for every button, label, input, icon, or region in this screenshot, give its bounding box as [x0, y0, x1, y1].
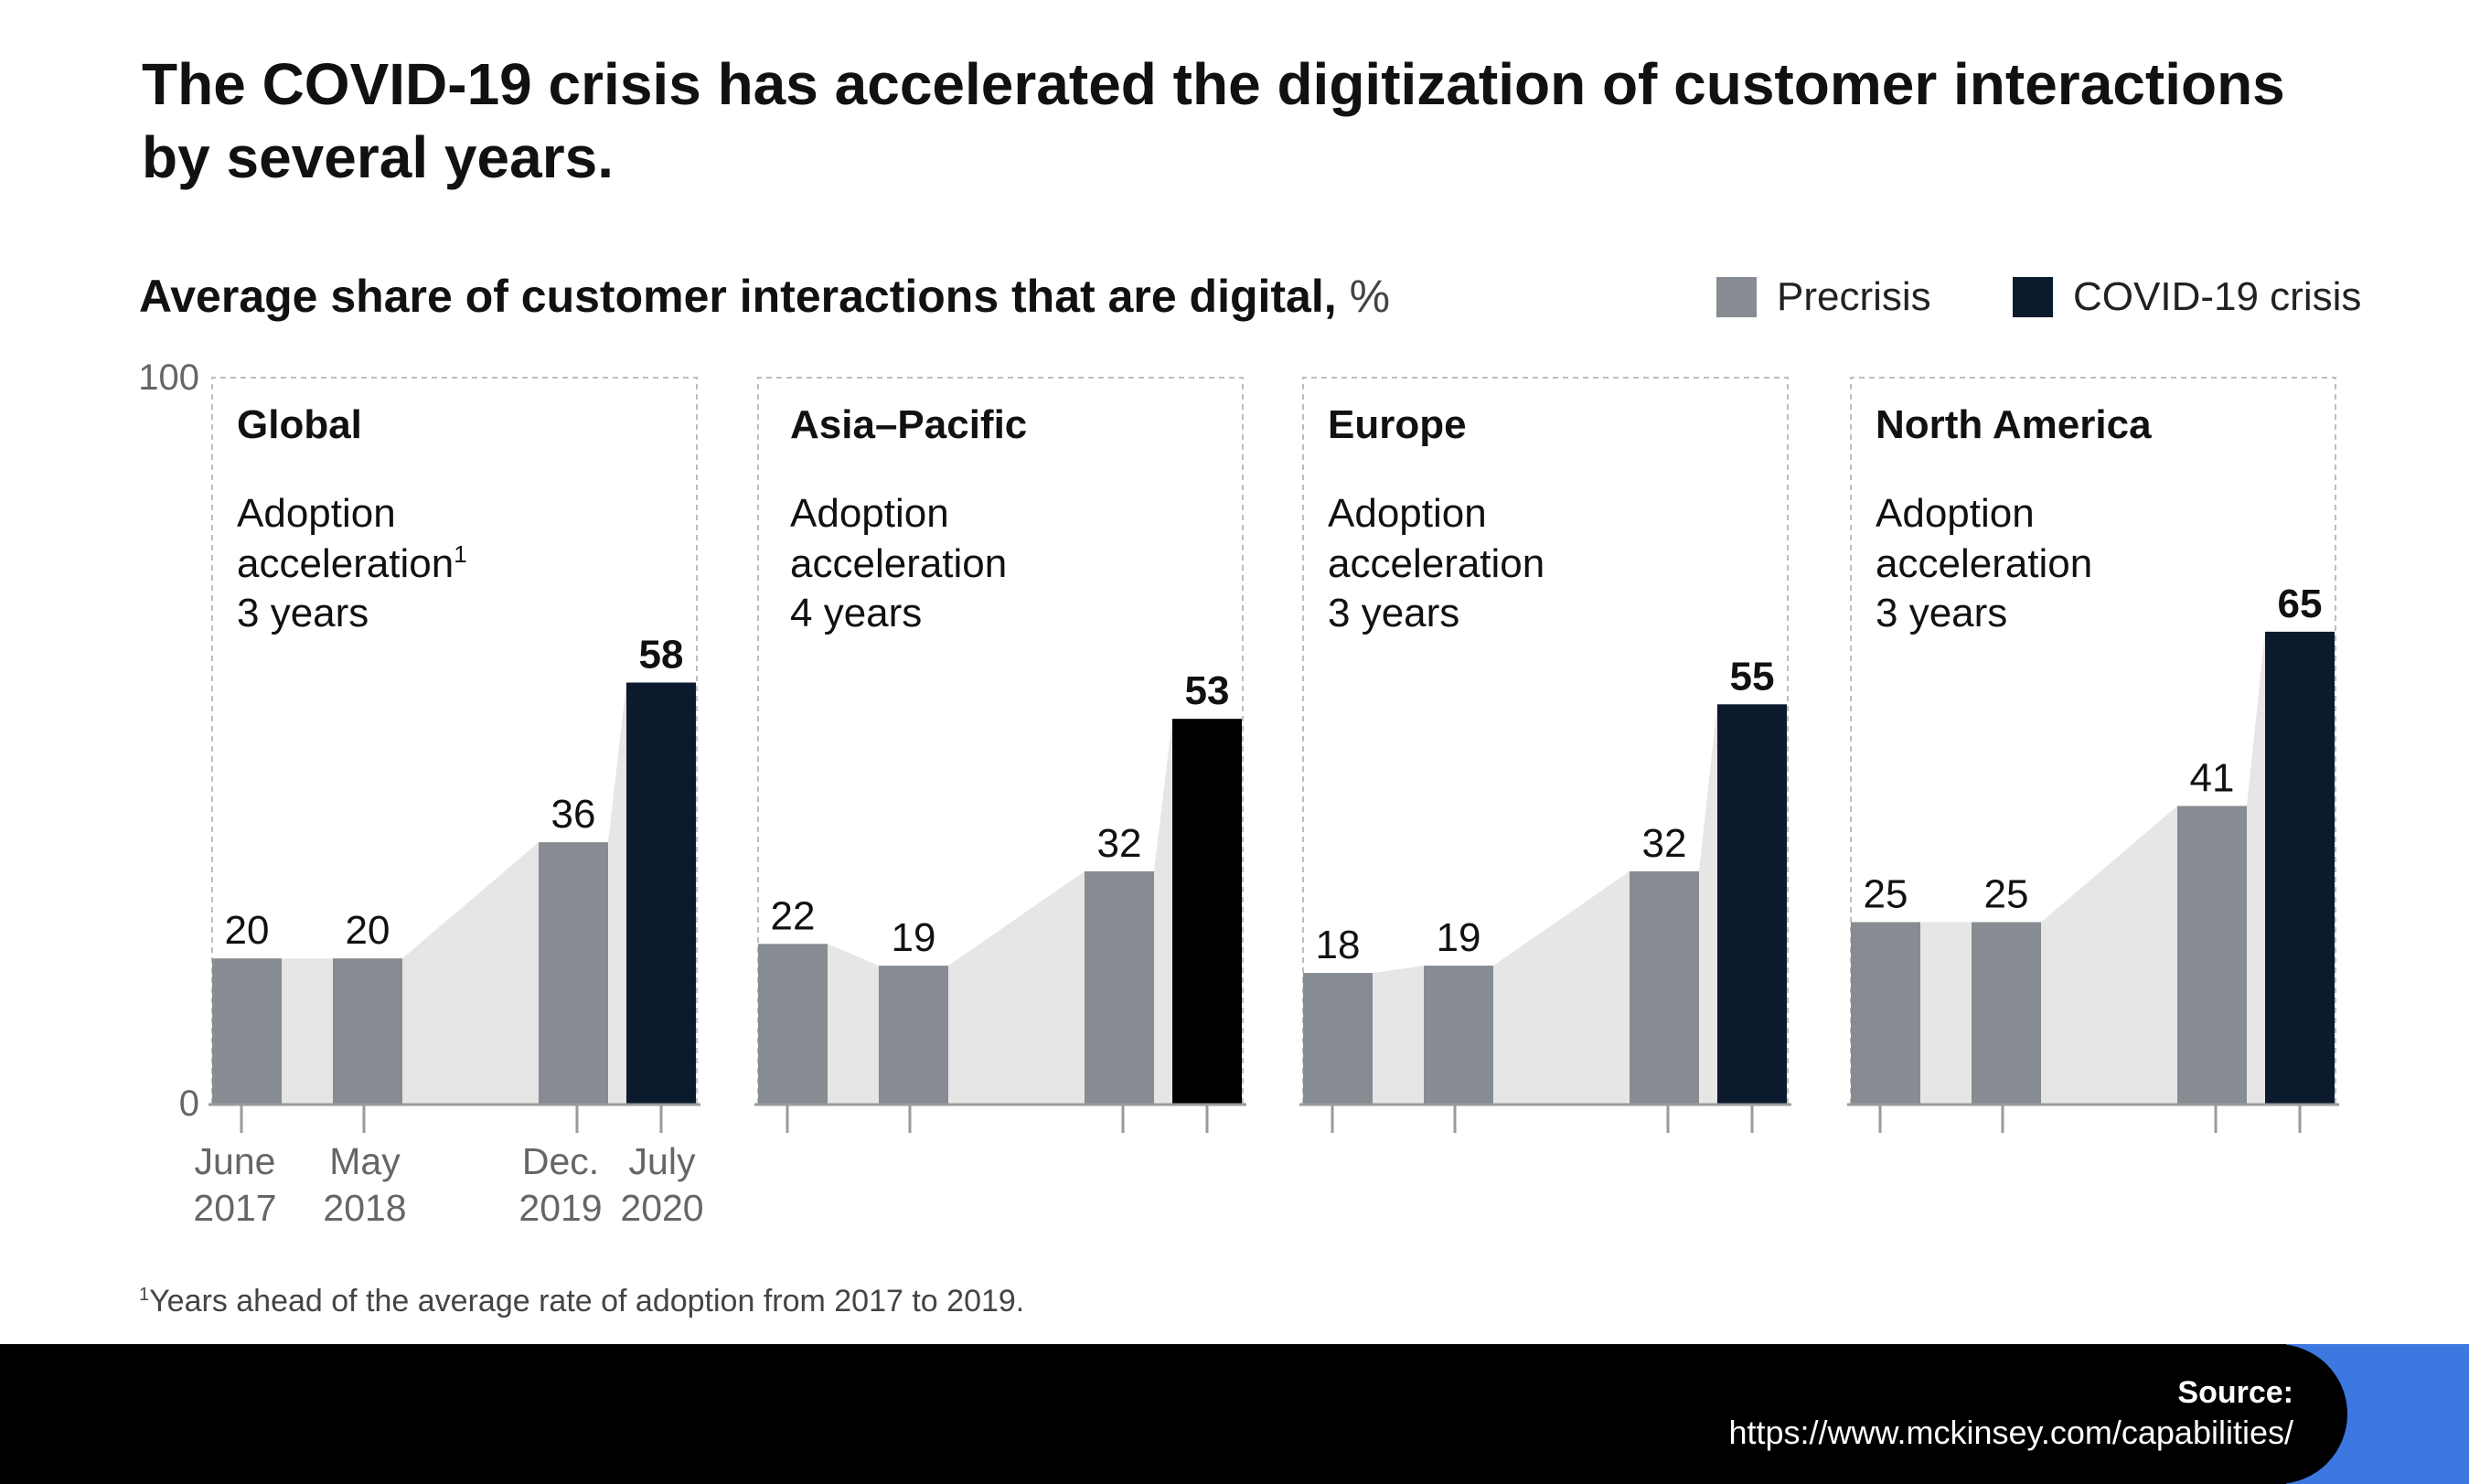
- panel-3-bar-4: [1717, 704, 1787, 1104]
- panel-2-bar-1: [758, 944, 828, 1104]
- chart-headline: The COVID-19 crisis has accelerated the …: [142, 51, 2285, 190]
- legend-swatch-covid: [2013, 277, 2053, 317]
- panel-2-value-label-3: 32: [1097, 821, 1142, 866]
- panel-1-bar-1: [212, 958, 282, 1104]
- x-tick-label-2-line-2: 2018: [323, 1187, 406, 1229]
- panel-2-frame: [757, 377, 1244, 1104]
- panel-1-caption-line-1: Adoption: [237, 491, 396, 536]
- panel-4-trend-area: [1851, 631, 2335, 1104]
- panel-4-bar-1: [1851, 922, 1920, 1104]
- legend-item-covid: COVID-19 crisis: [2013, 274, 2361, 320]
- panel-1-trend-area: [212, 682, 696, 1104]
- panel-3-caption-line-2: acceleration: [1328, 541, 1544, 586]
- panel-4-frame: [1850, 377, 2336, 1104]
- footer-cap: [2201, 1344, 2347, 1484]
- panel-1-bar-2: [333, 958, 402, 1104]
- panel-3-bar-1: [1303, 973, 1373, 1104]
- panel-4-bar-2: [1972, 922, 2041, 1104]
- subtitle-unit: %: [1349, 271, 1391, 322]
- panel-2-bar-2: [879, 966, 948, 1104]
- x-tick-label-4-line-2: 2020: [620, 1187, 703, 1229]
- source-link[interactable]: https://www.mckinsey.com/capabilities/: [1728, 1414, 2293, 1451]
- panel-4-acceleration: 3 years: [1876, 591, 2007, 635]
- panel-3-value-label-2: 19: [1437, 915, 1481, 960]
- panel-1-bar-3: [539, 842, 608, 1104]
- x-tick-label-3-line-2: 2019: [518, 1187, 602, 1229]
- panel-2-caption-line-2: acceleration: [790, 541, 1007, 586]
- panel-3-value-label-1: 18: [1316, 923, 1361, 967]
- panel-3-value-label-4: 55: [1730, 654, 1775, 699]
- panel-4-title: North America: [1876, 402, 2152, 447]
- panel-1-value-label-2: 20: [346, 908, 390, 953]
- panel-2-title: Asia–Pacific: [790, 402, 1027, 447]
- panel-4-value-label-1: 25: [1864, 872, 1908, 917]
- subtitle-text: Average share of customer interactions t…: [139, 271, 1337, 322]
- panel-1-value-label-1: 20: [225, 908, 270, 953]
- panel-3-bar-2: [1424, 966, 1493, 1104]
- panel-3-title: Europe: [1328, 402, 1467, 447]
- y-tick-label-bottom: 0: [179, 1084, 199, 1124]
- panel-4-bar-3: [2177, 806, 2247, 1104]
- panel-2-bar-4: [1172, 719, 1242, 1104]
- legend-item-precrisis: Precrisis: [1716, 274, 1931, 320]
- panel-1-footnote-marker: 1: [454, 540, 466, 568]
- y-tick-label-top: 100: [138, 358, 199, 398]
- panel-2-trend-area: [758, 719, 1242, 1104]
- panel-2-value-label-1: 22: [771, 893, 816, 938]
- panel-3-trend-area: [1303, 704, 1787, 1104]
- legend-label-precrisis: Precrisis: [1777, 274, 1931, 319]
- panel-2-acceleration: 4 years: [790, 591, 922, 635]
- panel-1-value-label-3: 36: [551, 792, 596, 837]
- legend-swatch-precrisis: [1716, 277, 1757, 317]
- panel-2-value-label-4: 53: [1185, 668, 1230, 713]
- panel-4-bar-4: [2265, 631, 2335, 1104]
- x-tick-label-2-line-1: May: [329, 1140, 401, 1182]
- panel-1-frame: [211, 377, 698, 1104]
- panel-3-value-label-3: 32: [1642, 821, 1687, 866]
- panel-1-title: Global: [237, 402, 362, 447]
- panel-4-value-label-3: 41: [2190, 755, 2235, 800]
- panel-1-caption-line-2: acceleration1: [237, 540, 467, 586]
- panel-4-caption-line-2: acceleration: [1876, 541, 2092, 586]
- panel-4-value-label-4: 65: [2278, 582, 2323, 626]
- legend-label-covid: COVID-19 crisis: [2073, 274, 2362, 319]
- chart-subtitle: Average share of customer interactions t…: [139, 267, 1390, 326]
- x-tick-label-4-line-1: July: [629, 1140, 696, 1182]
- panel-1-value-label-4: 58: [639, 632, 684, 677]
- panel-2-bar-3: [1085, 870, 1154, 1104]
- legend: Precrisis COVID-19 crisis: [0, 274, 2469, 329]
- footnote: 1Years ahead of the average rate of adop…: [139, 1284, 1024, 1319]
- panel-3-acceleration: 3 years: [1328, 591, 1459, 635]
- x-tick-label-1-line-1: June: [195, 1140, 276, 1182]
- footnote-text: Years ahead of the average rate of adopt…: [149, 1284, 1025, 1319]
- panel-1-bar-4: [626, 682, 696, 1104]
- panel-4-caption-line-1: Adoption: [1876, 491, 2035, 536]
- source-label: Source:: [2177, 1375, 2293, 1410]
- panel-3-bar-3: [1630, 870, 1699, 1104]
- panel-2-value-label-2: 19: [892, 915, 936, 960]
- footnote-marker: 1: [139, 1285, 150, 1305]
- panel-3-caption-line-1: Adoption: [1328, 491, 1487, 536]
- panel-2-caption-line-1: Adoption: [790, 491, 949, 536]
- panel-1-acceleration: 3 years: [237, 591, 369, 635]
- footer-bar: Source: https://www.mckinsey.com/capabil…: [0, 1344, 2469, 1484]
- x-tick-label-3-line-1: Dec.: [522, 1140, 599, 1182]
- panel-3-frame: [1302, 377, 1789, 1104]
- x-tick-label-1-line-2: 2017: [193, 1187, 276, 1229]
- panel-4-value-label-2: 25: [1984, 872, 2029, 917]
